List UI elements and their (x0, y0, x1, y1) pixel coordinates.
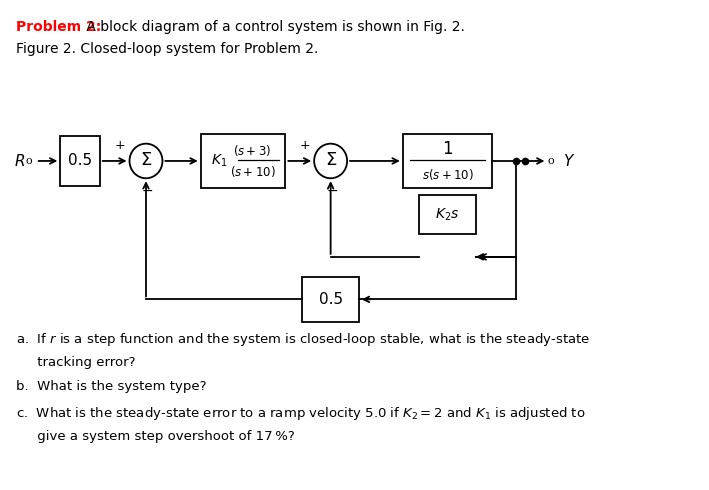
Bar (419, 195, 476, 234)
Text: $s(s+10)$: $s(s+10)$ (422, 167, 474, 182)
Text: $R$: $R$ (14, 153, 26, 169)
Bar (403, 134, 492, 188)
Text: $1$: $1$ (442, 140, 453, 158)
Text: 0.5: 0.5 (318, 292, 342, 307)
Text: $\Sigma$: $\Sigma$ (325, 151, 337, 169)
Text: $K_1$: $K_1$ (211, 153, 228, 169)
Text: A block diagram of a control system is shown in Fig. 2.: A block diagram of a control system is s… (82, 20, 465, 34)
Text: 0.5: 0.5 (68, 153, 92, 169)
Text: $-$: $-$ (325, 183, 337, 197)
Text: a.  If $r$ is a step function and the system is closed-loop stable, what is the : a. If $r$ is a step function and the sys… (16, 331, 590, 348)
Text: Problem 2:: Problem 2: (16, 20, 101, 34)
Text: $Y$: $Y$ (564, 153, 576, 169)
Text: +: + (115, 139, 125, 152)
Text: b.  What is the system type?: b. What is the system type? (16, 380, 206, 393)
Text: Figure 2. Closed-loop system for Problem 2.: Figure 2. Closed-loop system for Problem… (16, 42, 318, 56)
Text: $(s+10)$: $(s+10)$ (230, 164, 275, 179)
Text: $\Sigma$: $\Sigma$ (140, 151, 152, 169)
Text: $K_2 s$: $K_2 s$ (435, 206, 459, 222)
Text: o: o (548, 156, 554, 166)
Bar (302, 277, 359, 322)
Text: o: o (26, 156, 33, 166)
Text: tracking error?: tracking error? (16, 356, 135, 369)
Bar (60, 136, 100, 186)
Text: give a system step overshoot of 17 %?: give a system step overshoot of 17 %? (16, 430, 295, 443)
Bar (201, 134, 286, 188)
Circle shape (130, 144, 162, 178)
Text: +: + (300, 139, 311, 152)
Text: $-$: $-$ (141, 183, 153, 197)
Circle shape (314, 144, 347, 178)
Text: $(s+3)$: $(s+3)$ (233, 143, 272, 158)
Text: c.  What is the steady-state error to a ramp velocity 5.0 if $K_2 = 2$ and $K_1$: c. What is the steady-state error to a r… (16, 405, 586, 422)
